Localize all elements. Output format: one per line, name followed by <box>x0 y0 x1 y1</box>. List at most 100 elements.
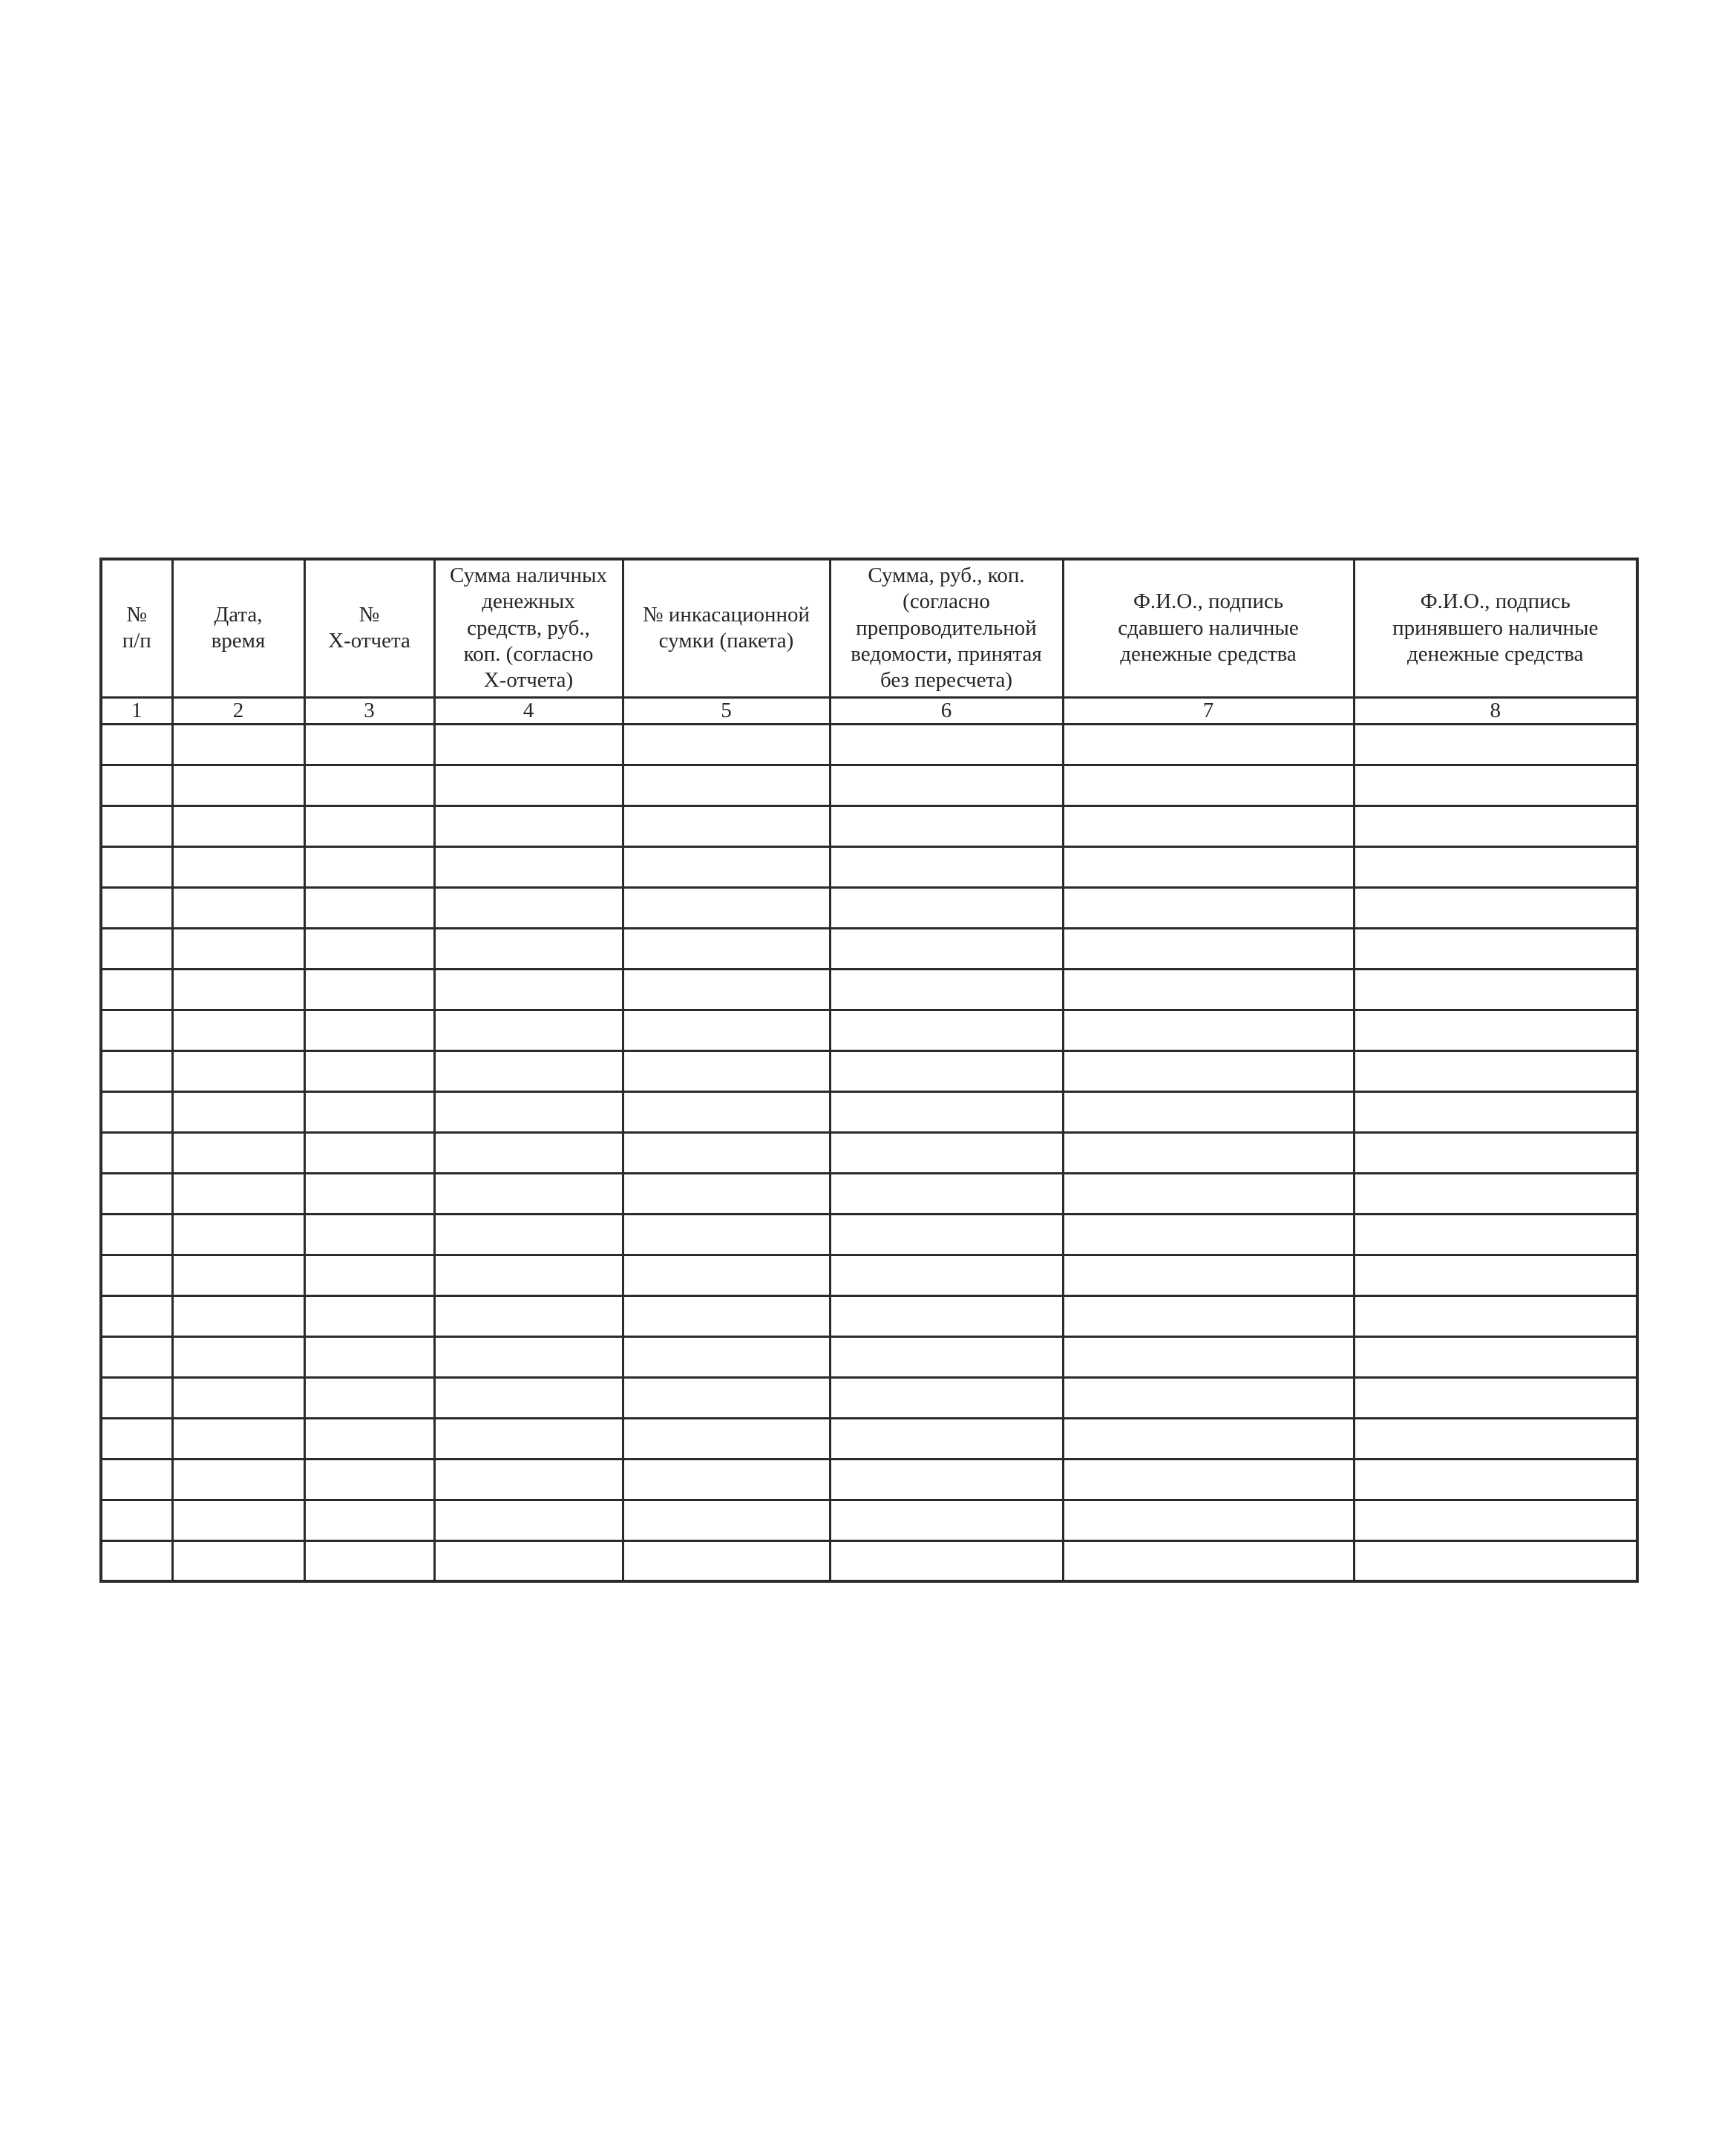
table-row <box>99 926 1639 970</box>
table-row <box>99 1131 1639 1174</box>
table-row <box>99 1049 1639 1093</box>
empty-cell <box>621 926 831 970</box>
empty-cell <box>1352 1539 1639 1583</box>
empty-cell <box>171 1131 306 1174</box>
table-row <box>99 763 1639 807</box>
empty-cell <box>828 1376 1064 1419</box>
table-row <box>99 1294 1639 1338</box>
empty-cell <box>1352 967 1639 1011</box>
empty-cell <box>828 1212 1064 1256</box>
empty-cell <box>621 1090 831 1134</box>
empty-cell <box>433 845 624 889</box>
table-row <box>99 1498 1639 1542</box>
table-row <box>99 1008 1639 1052</box>
empty-cell <box>303 1498 436 1542</box>
empty-cell <box>99 1416 174 1460</box>
table-row <box>99 1335 1639 1379</box>
empty-cell <box>1061 1416 1355 1460</box>
column-header-row-number: № п/п <box>99 558 174 699</box>
empty-cell <box>621 804 831 848</box>
empty-cell <box>1352 1212 1639 1256</box>
empty-cell <box>1061 804 1355 848</box>
empty-cell <box>433 1171 624 1215</box>
column-index: 8 <box>1352 696 1639 725</box>
empty-cell <box>171 1294 306 1338</box>
empty-cell <box>433 1212 624 1256</box>
empty-cell <box>171 1457 306 1501</box>
column-index: 7 <box>1061 696 1355 725</box>
empty-cell <box>433 1253 624 1297</box>
empty-cell <box>1061 1457 1355 1501</box>
empty-cell <box>828 1008 1064 1052</box>
column-header-cash-amount: Сумма наличных денежных средств, руб., к… <box>433 558 624 699</box>
empty-cell <box>1061 1376 1355 1419</box>
column-header-amount-per-sheet: Сумма, руб., коп. (согласно препроводите… <box>828 558 1064 699</box>
empty-cell <box>1352 1131 1639 1174</box>
empty-cell <box>99 1294 174 1338</box>
empty-cell <box>433 1049 624 1093</box>
column-index: 6 <box>828 696 1064 725</box>
empty-cell <box>1061 1131 1355 1174</box>
empty-cell <box>433 804 624 848</box>
empty-cell <box>171 1049 306 1093</box>
empty-cell <box>1352 763 1639 807</box>
empty-cell <box>1061 1335 1355 1379</box>
empty-cell <box>1352 804 1639 848</box>
empty-cell <box>828 845 1064 889</box>
empty-cell <box>171 845 306 889</box>
column-header-collection-bag: № инкасационной сумки (пакета) <box>621 558 831 699</box>
empty-cell <box>621 722 831 766</box>
empty-cell <box>1061 763 1355 807</box>
empty-cell <box>828 1457 1064 1501</box>
empty-cell <box>171 1212 306 1256</box>
column-index: 1 <box>99 696 174 725</box>
empty-cell <box>1352 845 1639 889</box>
empty-cell <box>171 763 306 807</box>
empty-cell <box>1352 1376 1639 1419</box>
empty-cell <box>303 1131 436 1174</box>
empty-cell <box>828 1049 1064 1093</box>
empty-cell <box>621 1171 831 1215</box>
empty-cell <box>621 886 831 929</box>
empty-cell <box>1352 1171 1639 1215</box>
empty-cell <box>621 1294 831 1338</box>
empty-cell <box>1061 1294 1355 1338</box>
empty-cell <box>99 1008 174 1052</box>
empty-cell <box>171 1090 306 1134</box>
empty-cell <box>621 1049 831 1093</box>
empty-cell <box>1352 1335 1639 1379</box>
table-row <box>99 722 1639 766</box>
empty-cell <box>621 1131 831 1174</box>
empty-cell <box>621 1253 831 1297</box>
empty-cell <box>1352 722 1639 766</box>
empty-rows-body <box>99 722 1639 1583</box>
empty-cell <box>303 926 436 970</box>
empty-cell <box>621 1457 831 1501</box>
table-row <box>99 1416 1639 1460</box>
table-row <box>99 886 1639 929</box>
empty-cell <box>303 886 436 929</box>
empty-cell <box>171 722 306 766</box>
table-row <box>99 967 1639 1011</box>
empty-cell <box>99 1539 174 1583</box>
empty-cell <box>303 1416 436 1460</box>
empty-cell <box>433 1457 624 1501</box>
empty-cell <box>303 1539 436 1583</box>
empty-cell <box>303 1212 436 1256</box>
table-row <box>99 1539 1639 1583</box>
column-index: 5 <box>621 696 831 725</box>
empty-cell <box>828 926 1064 970</box>
empty-cell <box>1061 1212 1355 1256</box>
empty-cell <box>99 763 174 807</box>
empty-cell <box>433 1416 624 1460</box>
empty-cell <box>433 1090 624 1134</box>
empty-cell <box>621 967 831 1011</box>
empty-cell <box>1061 967 1355 1011</box>
empty-cell <box>99 1498 174 1542</box>
empty-cell <box>621 1498 831 1542</box>
empty-cell <box>171 886 306 929</box>
empty-cell <box>621 1539 831 1583</box>
empty-cell <box>1352 1457 1639 1501</box>
empty-cell <box>99 967 174 1011</box>
empty-cell <box>433 1539 624 1583</box>
